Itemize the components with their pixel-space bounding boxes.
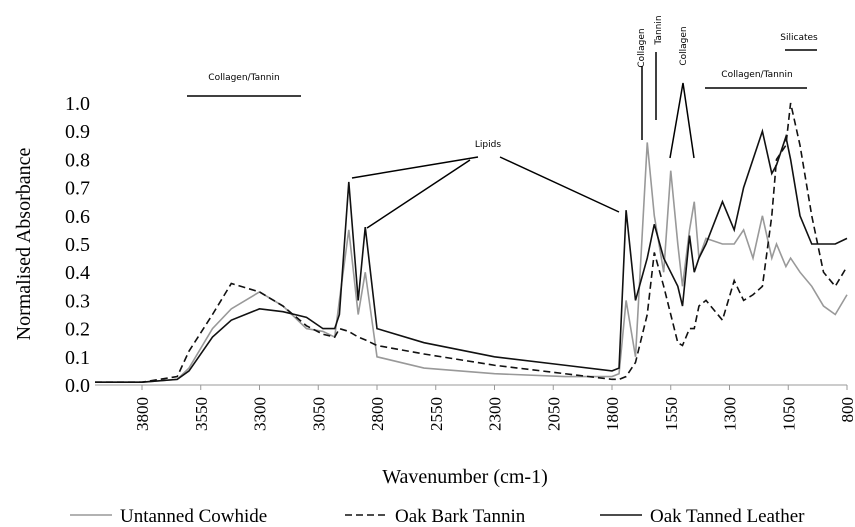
annotation: Silicates <box>780 33 818 43</box>
y-tick-label: 0.9 <box>65 121 90 143</box>
legend-label: Oak Tanned Leather <box>650 506 805 527</box>
x-tick-label: 1050 <box>779 397 798 431</box>
annotation: Collagen <box>637 28 647 67</box>
annotation: Collagen/Tannin <box>208 73 279 83</box>
series-line <box>95 128 848 383</box>
y-tick-label: 0.0 <box>65 375 90 397</box>
annotation-line <box>669 82 695 159</box>
x-tick-label: 2550 <box>427 397 446 431</box>
annotation-line <box>351 156 620 229</box>
x-tick-label: 1800 <box>603 397 622 431</box>
annotation: Lipids <box>475 140 501 150</box>
y-tick-label: 0.1 <box>65 347 90 369</box>
x-tick-label: 1300 <box>721 397 740 431</box>
x-tick-label: 3800 <box>133 397 152 431</box>
legend-label: Untanned Cowhide <box>120 506 267 527</box>
legend-label: Oak Bark Tannin <box>395 506 526 527</box>
y-tick-label: 1.0 <box>65 93 90 115</box>
x-axis-title: Wavenumber (cm-1) <box>382 466 548 488</box>
y-tick-label: 0.2 <box>65 319 90 341</box>
x-tick-label: 2300 <box>486 397 505 431</box>
x-tick-label: 800 <box>838 397 855 423</box>
annotations: Collagen/Tannin Lipids Collagen Tannin C… <box>187 15 818 229</box>
y-tick-label: 0.8 <box>65 149 90 171</box>
x-tick-label: 2050 <box>544 397 563 431</box>
x-tick-label: 2800 <box>368 397 387 431</box>
x-tick-label: 1550 <box>662 397 681 431</box>
x-tick-label: 3050 <box>309 397 328 431</box>
annotation: Collagen/Tannin <box>721 70 792 80</box>
annotation: Collagen <box>679 26 689 65</box>
series-line <box>95 102 848 383</box>
y-tick-label: 0.7 <box>65 178 90 200</box>
y-axis-title: Normalised Absorbance <box>13 148 35 341</box>
y-tick-label: 0.4 <box>65 262 90 284</box>
y-tick-label: 0.5 <box>65 234 90 256</box>
annotation: Tannin <box>654 15 664 45</box>
y-tick-label: 0.3 <box>65 290 90 312</box>
x-tick-label: 3300 <box>251 397 270 431</box>
series-line <box>95 142 848 383</box>
y-tick-label: 0.6 <box>65 206 90 228</box>
x-tick-label: 3550 <box>192 397 211 431</box>
